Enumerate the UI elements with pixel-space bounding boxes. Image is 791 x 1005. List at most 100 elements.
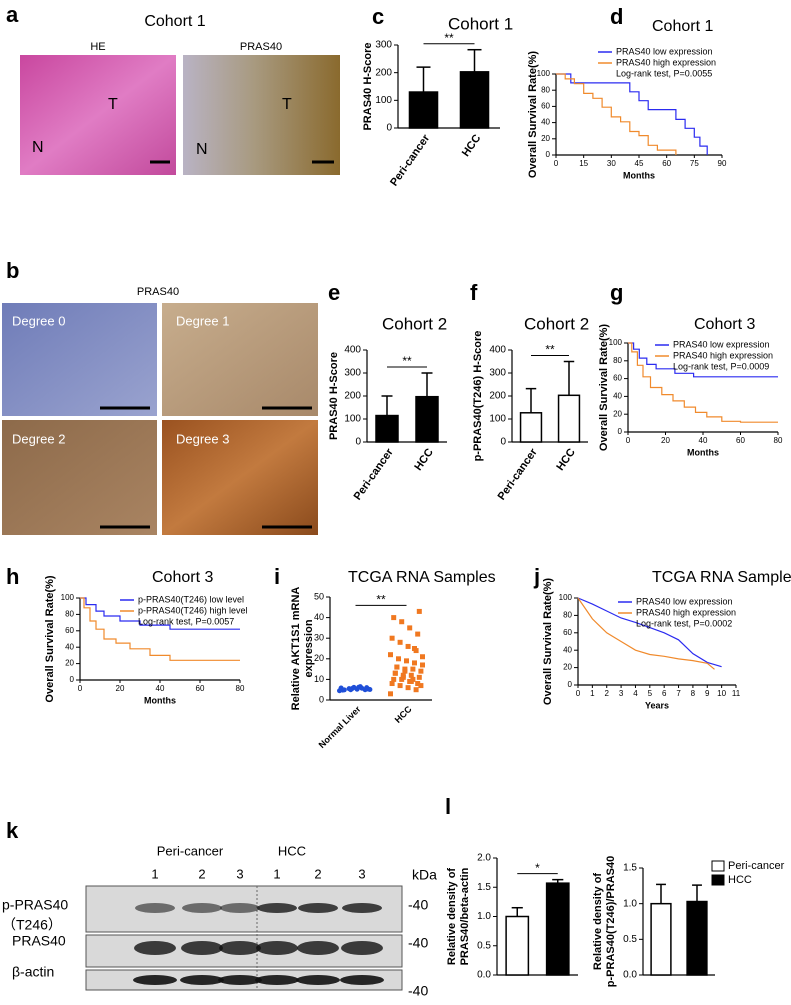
chart-title: TCGA RNA Samples (652, 569, 791, 586)
image-label: Degree 0 (12, 313, 65, 328)
y-tick-label: 0 (568, 680, 573, 689)
micrograph (20, 55, 176, 175)
band (256, 941, 298, 955)
y-tick-label: 100 (375, 95, 392, 106)
row-label: （T246） (2, 917, 62, 933)
band (135, 903, 175, 913)
band (340, 975, 384, 985)
x-tick-label: 0 (554, 159, 559, 168)
legend-label: PRAS40 high expression (673, 350, 773, 360)
group-label: Peri-cancer (157, 843, 224, 858)
significance-label: ** (376, 593, 386, 607)
point (405, 685, 411, 691)
annotation: Log-rank test, P=0.0002 (636, 618, 732, 628)
x-tick-label: 30 (607, 159, 616, 168)
panel-letter: c (372, 4, 384, 29)
panel-letter: j (533, 564, 540, 589)
y-axis-label: expression (303, 619, 315, 677)
y-tick-label: 60 (541, 102, 550, 111)
y-axis-label: p-PRAS40(T246) H-Score (472, 331, 484, 462)
micrograph (162, 420, 318, 535)
significance-label: ** (402, 354, 412, 368)
band (218, 975, 262, 985)
x-tick-label: 0 (78, 684, 83, 693)
y-tick-label: 0 (546, 150, 551, 159)
point (420, 662, 425, 668)
y-tick-label: 20 (563, 663, 572, 672)
legend-swatch (711, 874, 725, 886)
point (367, 686, 373, 692)
significance-label: ** (444, 31, 454, 45)
legend-label: PRAS40 low expression (673, 339, 770, 349)
x-tick-label: 3 (619, 689, 624, 698)
x-tick-label: 6 (662, 689, 667, 698)
x-tick-label: HCC (393, 704, 414, 725)
point (418, 683, 424, 689)
significance-label: ** (545, 343, 555, 357)
x-tick-label: 20 (661, 436, 670, 445)
chart-title: Cohort 2 (382, 314, 447, 333)
region-label: T (282, 96, 292, 113)
point (404, 658, 409, 664)
band (257, 903, 297, 913)
y-tick-label: 0 (618, 427, 623, 436)
point (405, 643, 411, 649)
y-tick-label: 1.5 (623, 863, 637, 874)
y-tick-label: 100 (344, 414, 361, 425)
y-tick-label: 100 (609, 338, 623, 347)
bar (408, 91, 439, 129)
y-axis-label: Relative density of (446, 868, 458, 966)
x-tick-label: 2 (605, 689, 610, 698)
y-axis-label: PRAS40 H-Score (362, 42, 374, 130)
micrograph (183, 55, 340, 175)
survival-curve (80, 597, 240, 630)
x-tick-label: 60 (196, 684, 205, 693)
group-label: HCC (278, 843, 306, 858)
bar (650, 902, 672, 976)
y-tick-label: 60 (65, 626, 74, 635)
point (392, 670, 398, 676)
y-tick-label: 80 (65, 610, 74, 619)
x-tick-label: HCC (554, 446, 578, 472)
y-tick-label: 0.5 (477, 940, 491, 951)
point (410, 676, 416, 682)
y-tick-label: 50 (314, 591, 324, 601)
point (420, 654, 425, 660)
survival-curve (628, 342, 778, 378)
x-tick-label: 75 (690, 159, 699, 168)
band (298, 903, 338, 913)
band (180, 975, 224, 985)
chart-title: Cohort 3 (694, 316, 755, 333)
band (182, 903, 222, 913)
point (408, 672, 414, 678)
legend-label: p-PRAS40(T246) high level (138, 605, 248, 615)
x-tick-label: 1 (590, 689, 595, 698)
x-tick-label: 15 (579, 159, 588, 168)
y-tick-label: 300 (489, 368, 506, 379)
x-tick-label: 80 (236, 684, 245, 693)
point (397, 639, 403, 645)
point (389, 635, 395, 641)
y-tick-label: 300 (344, 368, 361, 379)
y-tick-label: 30 (314, 633, 324, 643)
band (296, 975, 340, 985)
point (341, 687, 347, 693)
unit-label: kDa (412, 867, 437, 883)
y-tick-label: 20 (65, 659, 74, 668)
legend-label: PRAS40 low expression (636, 596, 733, 606)
x-tick-label: 9 (705, 689, 710, 698)
x-axis-label: Years (645, 700, 669, 710)
band (134, 941, 176, 955)
bar (519, 412, 543, 443)
point (407, 625, 413, 631)
lane-label: 1 (151, 866, 158, 881)
point (412, 646, 417, 651)
y-tick-label: 100 (61, 593, 75, 602)
point (394, 664, 400, 670)
panel-letter: a (6, 2, 19, 27)
legend-label: PRAS40 high expression (636, 607, 736, 617)
micrograph (2, 420, 157, 535)
panel-letter: b (6, 258, 19, 283)
y-tick-label: 40 (65, 642, 74, 651)
